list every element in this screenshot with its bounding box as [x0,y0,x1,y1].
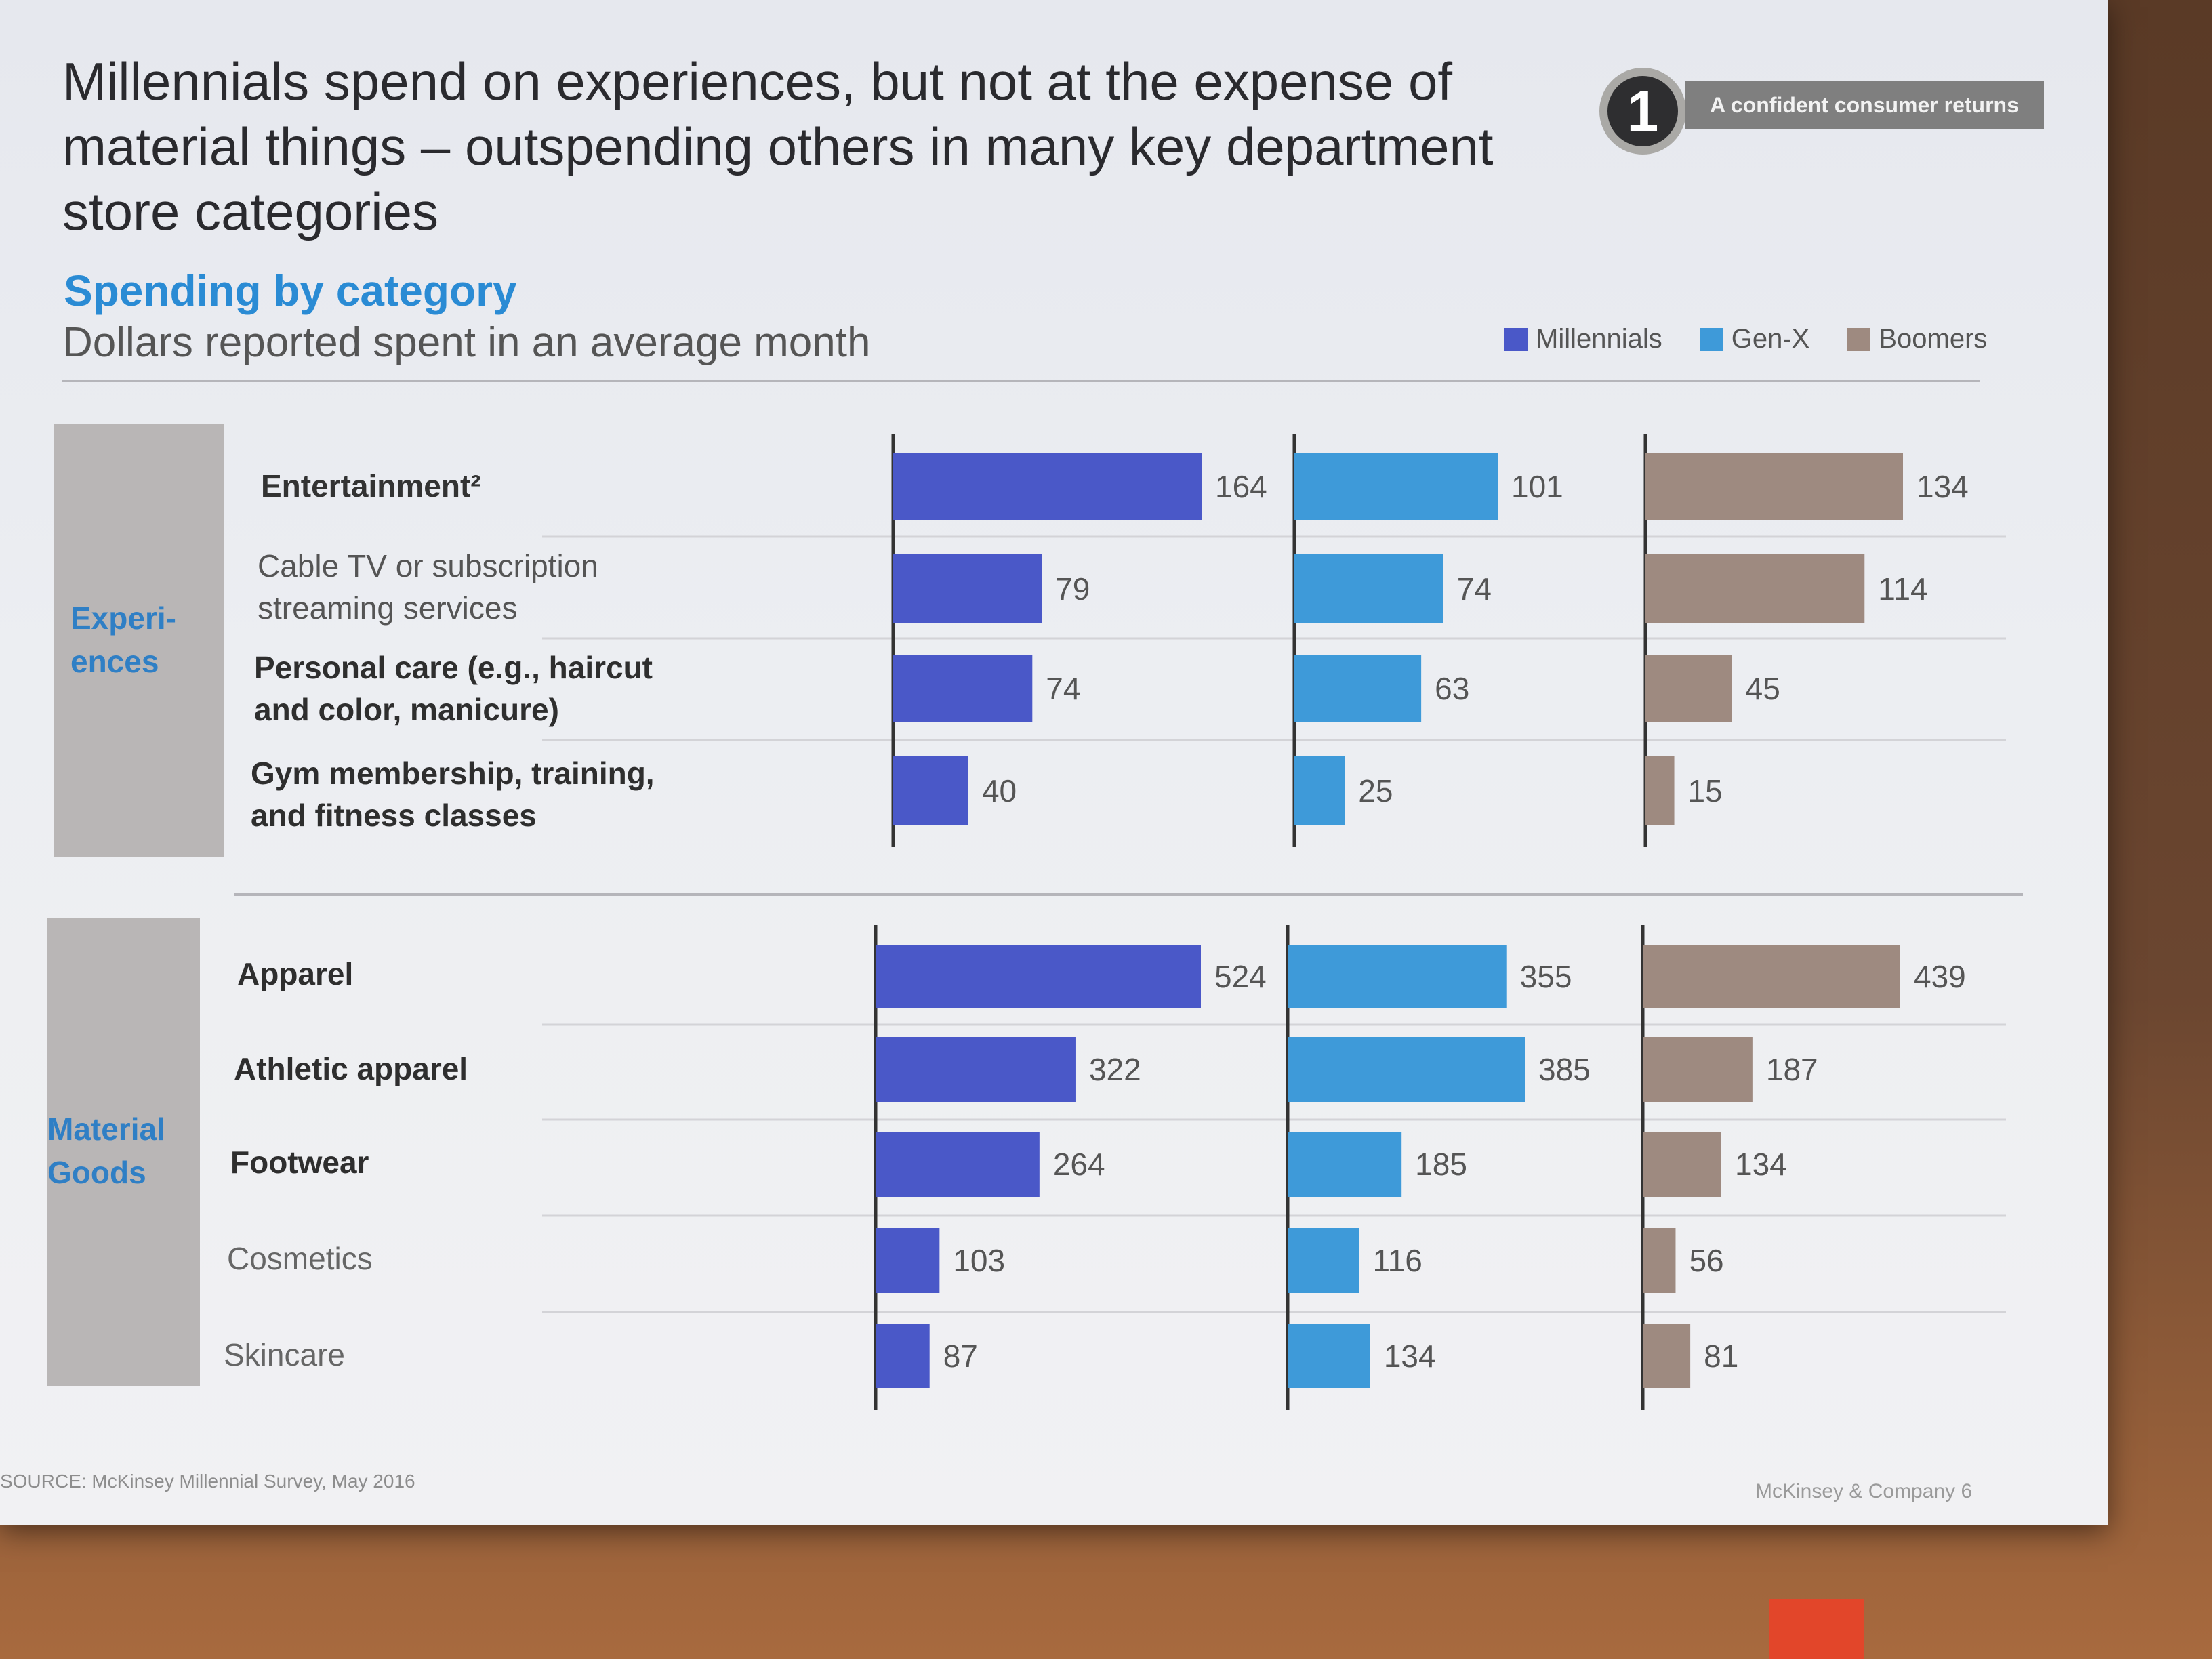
bar-boomers [1643,1037,1753,1102]
bar-millennials [876,1228,940,1293]
bar-boomers [1645,655,1732,722]
legend-swatch-boomers [1847,327,1871,351]
bar-boomers [1643,1324,1691,1388]
bar-millennials [876,1324,930,1388]
data-label: 439 [1914,959,1966,994]
bar-genx [1288,1132,1402,1197]
unit-label: Dollars reported spent in an average mon… [62,319,871,366]
data-label: 56 [1689,1243,1723,1278]
bar-millennials [876,1132,1040,1197]
chart-subtitle: Spending by category [64,266,517,315]
data-label: 74 [1457,571,1492,607]
bar-genx [1288,945,1507,1008]
legend-label-genx: Gen-X [1731,324,1810,354]
category-label-cosmetics: Cosmetics [227,1241,373,1276]
data-label: 134 [1735,1147,1787,1182]
group-box-material-goods [47,918,200,1386]
data-label: 264 [1053,1147,1105,1182]
bar-boomers [1645,756,1675,825]
data-label: 116 [1372,1243,1422,1278]
data-label: 101 [1511,469,1563,504]
data-label: 385 [1538,1052,1591,1087]
data-label: 87 [943,1338,978,1374]
legend: Millennials Gen-X Boomers [1504,324,1987,354]
bar-genx [1288,1324,1370,1388]
category-label-apparel: Apparel [237,956,354,991]
category-label-personal-care: Personal care (e.g., haircut and color, … [254,650,653,727]
legend-swatch-genx [1700,327,1723,351]
legend-item-genx: Gen-X [1700,324,1810,354]
category-label-skincare: Skincare [224,1337,345,1372]
data-label: 322 [1089,1052,1141,1087]
bar-genx [1288,1228,1359,1293]
bar-boomers [1645,453,1903,520]
group-label-experiences: Experi- ences [70,600,176,679]
background-light [1769,1599,1864,1659]
data-label: 524 [1214,959,1267,994]
category-text: Entertainment² [261,468,481,504]
data-label: 40 [982,773,1017,808]
data-label: 45 [1746,671,1780,706]
data-label: 164 [1215,469,1267,504]
badge-label: A confident consumer returns [1685,81,2044,129]
legend-label-millennials: Millennials [1536,324,1662,354]
bar-chart: 164 79 74 40 101 74 63 25 134 114 45 15 524 322 264 103… [542,434,2006,1410]
group-label-material-goods: Material Goods [47,1111,165,1190]
legend-swatch-millennials [1504,327,1528,351]
data-label: 134 [1384,1338,1436,1374]
bar-boomers [1643,945,1900,1008]
group-divider [234,893,2023,896]
data-label: 63 [1435,671,1469,706]
slide-title: Millennials spend on experiences, but no… [62,52,1494,241]
bar-millennials [876,1037,1076,1102]
bar-genx [1294,655,1422,722]
legend-label-boomers: Boomers [1879,324,1988,354]
footer: McKinsey & Company 6 [1755,1480,1973,1502]
bar-millennials [893,554,1042,623]
source-note: SOURCE: McKinsey Millennial Survey, May … [0,1471,415,1492]
category-label-entertainment: Entertainment² [261,465,481,507]
data-label: 134 [1917,469,1969,504]
bar-boomers [1643,1228,1676,1293]
bar-genx [1294,453,1498,520]
bar-millennials [893,655,1033,722]
category-label-cable-tv: Cable TV or subscription streaming servi… [258,548,598,626]
data-label: 15 [1688,773,1723,808]
data-label: 74 [1046,671,1080,706]
slide: Millennials spend on experiences, but no… [0,0,2108,1525]
data-label: 25 [1358,773,1393,808]
data-label: 79 [1055,571,1090,607]
data-label: 81 [1704,1338,1738,1374]
header-rule [62,380,1980,382]
bar-genx [1294,756,1345,825]
bar-boomers [1645,554,1865,623]
data-label: 185 [1415,1147,1467,1182]
category-label-footwear: Footwear [230,1145,369,1180]
category-label-athletic-apparel: Athletic apparel [234,1051,468,1086]
data-label: 114 [1878,571,1927,607]
bar-genx [1288,1037,1525,1102]
data-label: 187 [1766,1052,1818,1087]
data-label: 103 [953,1243,1005,1278]
group-box-experiences [54,424,224,857]
bar-boomers [1643,1132,1721,1197]
bar-millennials [876,945,1201,1008]
bar-genx [1294,554,1443,623]
data-label: 355 [1520,959,1572,994]
bar-millennials [893,453,1202,520]
bar-millennials [893,756,968,825]
legend-item-boomers: Boomers [1847,324,1987,354]
category-label-gym: Gym membership, training, and fitness cl… [251,756,655,833]
legend-item-millennials: Millennials [1504,324,1662,354]
